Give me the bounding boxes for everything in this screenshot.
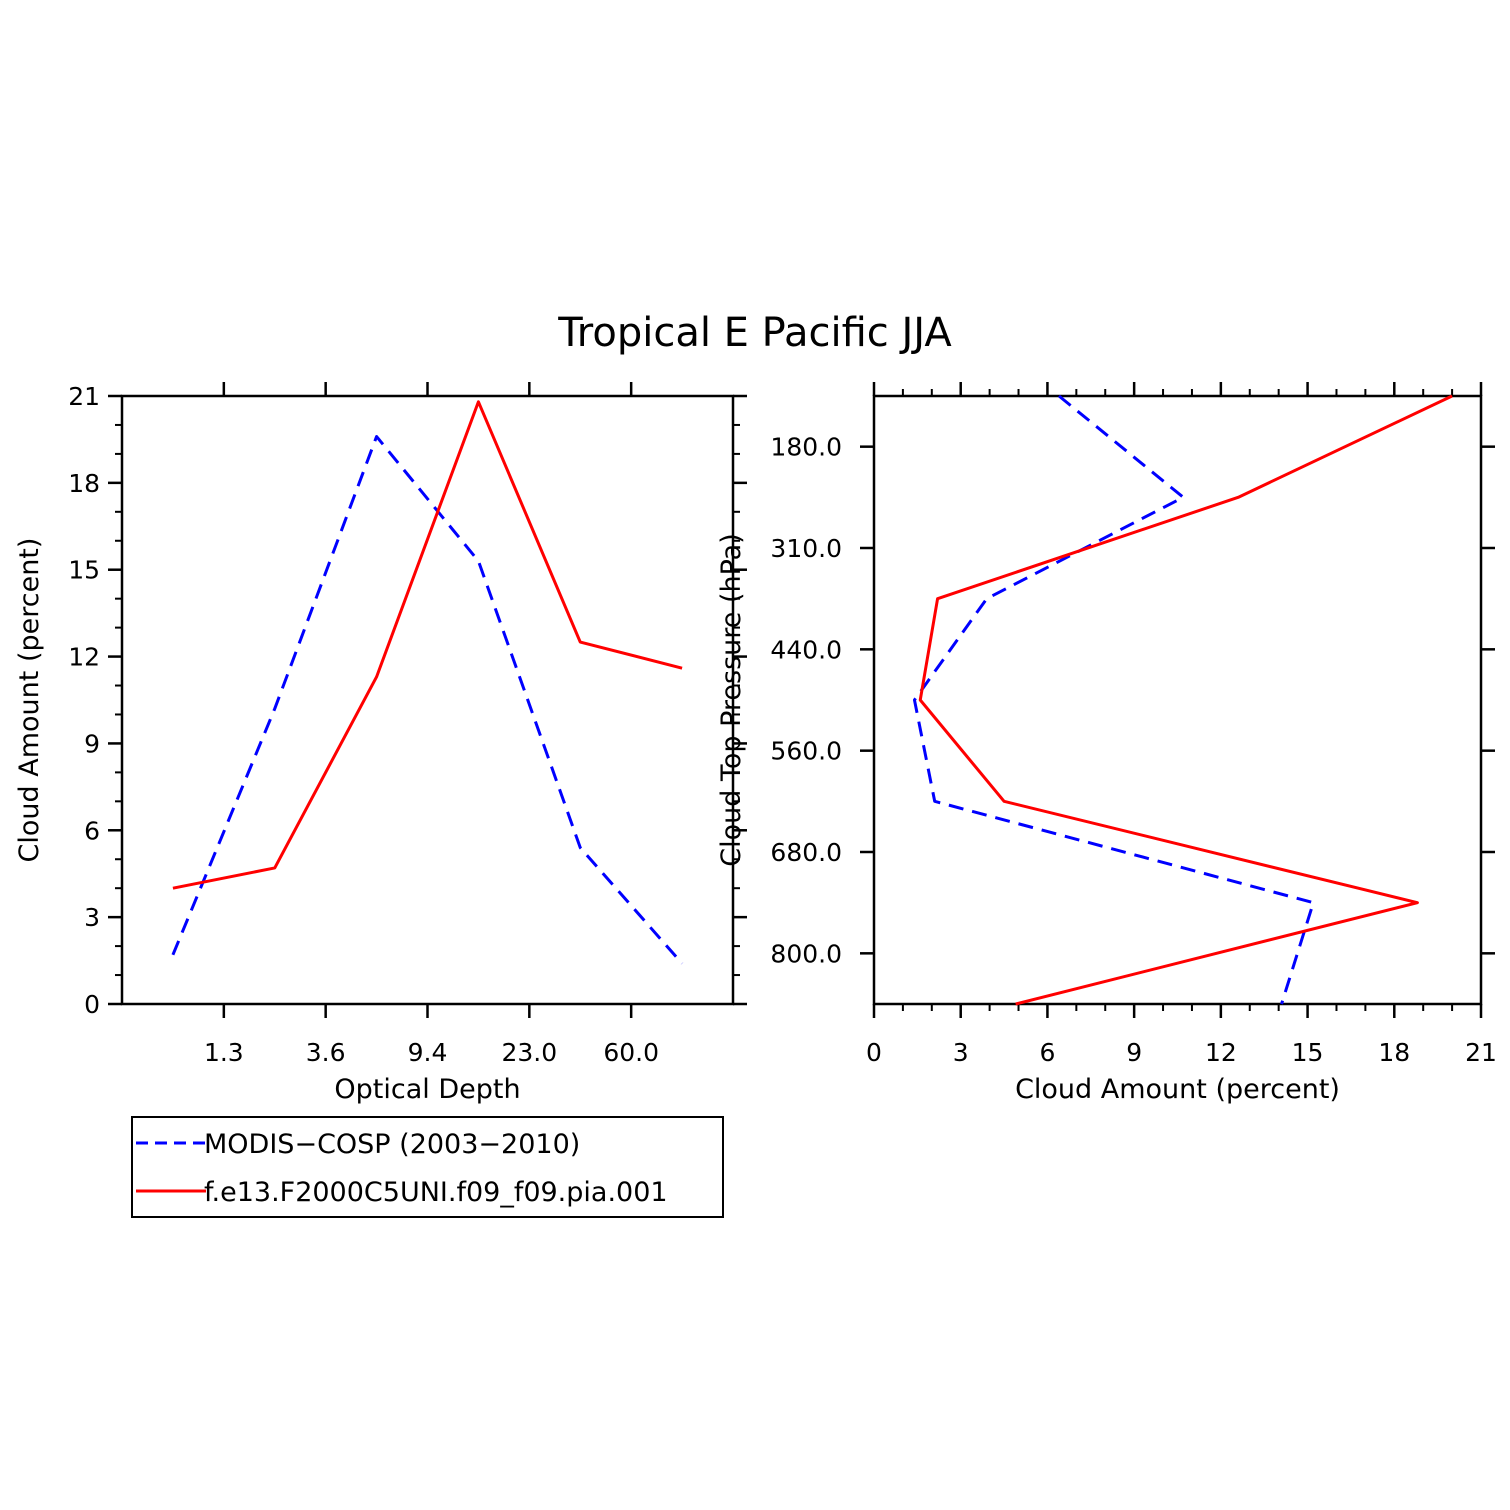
x-tick-label: 12	[1205, 1038, 1237, 1067]
y-tick-label: 0	[84, 990, 100, 1019]
y-axis-label: Cloud Top Pressure (hPa)	[716, 533, 747, 867]
x-tick-label: 6	[1039, 1038, 1055, 1067]
x-axis-label: Optical Depth	[334, 1074, 520, 1105]
x-tick-label: 60.0	[603, 1038, 659, 1067]
x-tick-label: 3	[953, 1038, 969, 1067]
y-tick-label: 12	[68, 643, 100, 672]
series-line-model	[918, 394, 1453, 1006]
x-tick-label: 9.4	[408, 1038, 448, 1067]
y-axis-label: Cloud Amount (percent)	[14, 538, 45, 863]
series-line-obs	[912, 394, 1315, 1005]
y-tick-label: 9	[84, 729, 100, 758]
x-axis-label: Cloud Amount (percent)	[1015, 1074, 1340, 1105]
legend-label-model: f.e13.F2000C5UNI.f09_f09.pia.001	[204, 1177, 668, 1208]
y-tick-label: 440.0	[770, 635, 842, 664]
optical-depth-panel: 0 3 6 9 12 15 18 21 1.3 3.6 9.4 23.0 60.0 Optical Dep…	[14, 382, 747, 1105]
x-tick-label: 3.6	[306, 1038, 346, 1067]
y-tick-label: 180.0	[770, 433, 842, 462]
legend-label-obs: MODIS−COSP (2003−2010)	[204, 1129, 580, 1160]
legend-box	[131, 1116, 724, 1218]
chart-title: Tropical E Pacific JJA	[557, 310, 952, 356]
y-tick-label: 560.0	[770, 737, 842, 766]
x-tick-label: 0	[866, 1038, 882, 1067]
y-tick-label: 3	[84, 903, 100, 932]
y-tick-label: 680.0	[770, 838, 842, 867]
legend: MODIS−COSP (2003−2010) f.e13.F2000C5UNI.f…	[131, 1116, 724, 1218]
x-tick-label: 18	[1378, 1038, 1410, 1067]
y-tick-label: 21	[68, 382, 100, 411]
series-line-model	[172, 400, 683, 890]
x-tick-label: 1.3	[204, 1038, 244, 1067]
y-tick-label: 800.0	[770, 939, 842, 968]
y-tick-label: 310.0	[770, 534, 842, 563]
y-tick-label: 15	[68, 556, 100, 585]
plot-frame	[872, 394, 1483, 1006]
pressure-panel: 0 3 6 9 12 15 18 21 180.0 310.0 440.0 560.0 680.0 800…	[716, 382, 1497, 1105]
x-tick-label: 23.0	[501, 1038, 557, 1067]
series-line-obs	[171, 435, 684, 965]
x-tick-label: 21	[1465, 1038, 1497, 1067]
y-tick-label: 6	[84, 816, 100, 845]
y-tick-label: 18	[68, 469, 100, 498]
x-tick-label: 15	[1292, 1038, 1324, 1067]
x-tick-label: 9	[1126, 1038, 1142, 1067]
plot-frame	[120, 394, 735, 1006]
